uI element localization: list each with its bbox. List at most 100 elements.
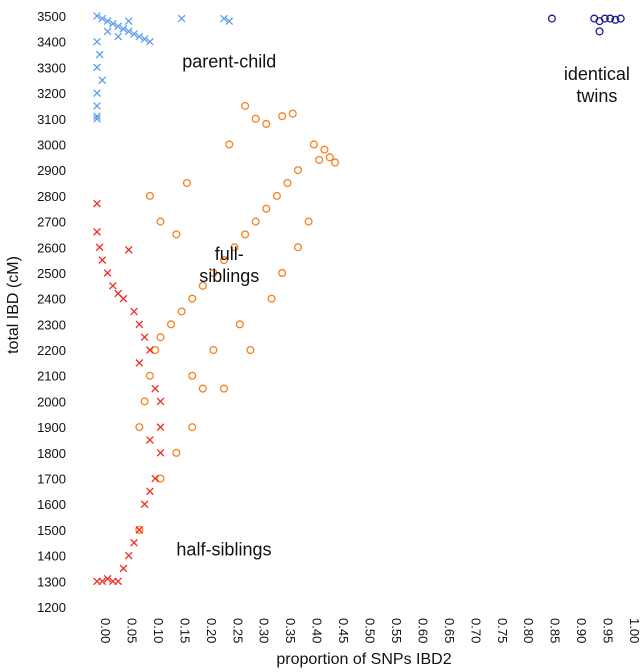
data-point-circle xyxy=(288,109,297,118)
x-tick-label: 0.10 xyxy=(151,618,166,643)
data-point-circle xyxy=(156,333,165,342)
data-point-circle xyxy=(156,217,165,226)
data-point-x xyxy=(124,27,133,36)
y-tick-label: 1700 xyxy=(37,472,66,487)
data-point-x xyxy=(140,35,149,43)
data-point-circle xyxy=(135,423,144,432)
data-point-circle xyxy=(304,217,313,226)
data-point-x xyxy=(93,577,101,586)
data-point-circle xyxy=(611,15,620,24)
y-tick-label: 2800 xyxy=(37,189,66,204)
x-tick-label: 0.15 xyxy=(177,618,192,643)
data-point-circle xyxy=(262,119,271,128)
y-tick-label: 1800 xyxy=(37,446,66,461)
data-point-circle xyxy=(198,384,207,393)
data-point-circle xyxy=(616,14,625,23)
data-points xyxy=(93,12,625,586)
data-point-x xyxy=(140,333,149,342)
y-tick-label: 2200 xyxy=(37,343,66,358)
data-point-x xyxy=(93,102,101,110)
data-point-x xyxy=(95,243,104,252)
data-point-circle xyxy=(320,145,329,154)
data-point-circle xyxy=(219,384,229,393)
annotation-parent-child: parent-child xyxy=(182,51,276,71)
data-point-x xyxy=(103,17,112,25)
x-tick-label: 0.95 xyxy=(601,618,616,643)
data-point-circle xyxy=(272,191,281,200)
x-tick-label: 0.60 xyxy=(415,618,430,643)
data-point-x xyxy=(130,538,138,547)
annotation-line: parent-child xyxy=(182,51,276,71)
series-half-siblings xyxy=(93,199,165,586)
x-tick-label: 0.65 xyxy=(442,618,457,643)
x-tick-label: 0.35 xyxy=(283,618,298,643)
data-point-x xyxy=(93,114,101,123)
x-tick-label: 0.05 xyxy=(124,618,139,643)
data-point-x xyxy=(93,227,101,236)
annotation-full-siblings: full-siblings xyxy=(199,244,259,286)
y-tick-label: 1500 xyxy=(37,523,66,538)
x-tick-labels: 0.00 0.05 0.10 0.15 0.20 0.25 0.30 0.35 0.40 0.45… xyxy=(98,618,640,643)
data-point-circle xyxy=(547,14,556,23)
data-point-x xyxy=(135,320,144,329)
data-point-circle xyxy=(172,230,181,239)
data-point-x xyxy=(93,63,101,72)
data-point-x xyxy=(103,574,112,583)
data-point-x xyxy=(119,564,128,573)
x-tick-label: 0.45 xyxy=(336,618,351,643)
y-tick-label: 1400 xyxy=(37,549,66,564)
data-point-circle xyxy=(209,345,218,355)
data-point-x xyxy=(93,89,101,97)
data-point-circle xyxy=(293,243,303,252)
data-point-circle xyxy=(225,140,234,149)
data-point-x xyxy=(95,50,104,59)
data-point-x xyxy=(135,359,144,367)
data-point-circle xyxy=(230,243,239,252)
series-parent-child xyxy=(93,12,234,123)
data-point-circle xyxy=(135,525,144,534)
series-full-siblings xyxy=(135,101,340,534)
y-tick-label: 1600 xyxy=(37,497,66,512)
y-tick-label: 2700 xyxy=(37,215,66,230)
data-point-circle xyxy=(241,230,250,239)
x-tick-label: 0.85 xyxy=(548,618,563,643)
data-point-circle xyxy=(309,140,318,149)
data-point-x xyxy=(135,526,144,534)
y-tick-label: 2300 xyxy=(37,317,66,332)
data-point-x xyxy=(124,551,133,560)
data-point-circle xyxy=(278,268,287,278)
data-point-x xyxy=(93,12,101,20)
y-tick-label: 2900 xyxy=(37,163,66,178)
data-point-x xyxy=(93,112,101,121)
data-point-x xyxy=(109,19,117,28)
data-point-x xyxy=(119,24,128,33)
data-point-x xyxy=(130,307,138,316)
data-point-x xyxy=(93,37,101,46)
x-tick-label: 0.25 xyxy=(230,618,245,643)
data-point-circle xyxy=(330,158,340,167)
data-point-x xyxy=(146,346,154,354)
data-point-x xyxy=(98,256,107,264)
data-point-x xyxy=(225,17,234,25)
x-tick-label: 0.80 xyxy=(521,618,536,643)
y-tick-label: 3400 xyxy=(37,35,66,50)
x-axis-title: proportion of SNPs IBD2 xyxy=(276,651,451,668)
y-tick-label: 3000 xyxy=(37,137,66,152)
data-point-x xyxy=(109,281,117,290)
data-point-x xyxy=(156,448,165,457)
data-point-circle xyxy=(188,371,197,380)
y-tick-label: 3300 xyxy=(37,60,66,75)
y-tick-label: 2000 xyxy=(37,394,66,409)
y-tick-label: 2500 xyxy=(37,266,66,281)
data-point-x xyxy=(220,14,228,23)
x-tick-label: 0.30 xyxy=(257,618,272,643)
data-point-circle xyxy=(600,14,609,23)
data-point-x xyxy=(98,76,107,85)
y-tick-label: 2400 xyxy=(37,292,66,307)
data-point-x xyxy=(151,474,160,483)
y-tick-label: 1900 xyxy=(37,420,66,435)
data-point-x xyxy=(135,32,144,41)
data-point-x xyxy=(140,500,149,509)
data-point-x xyxy=(146,436,154,444)
data-point-circle xyxy=(293,166,303,175)
